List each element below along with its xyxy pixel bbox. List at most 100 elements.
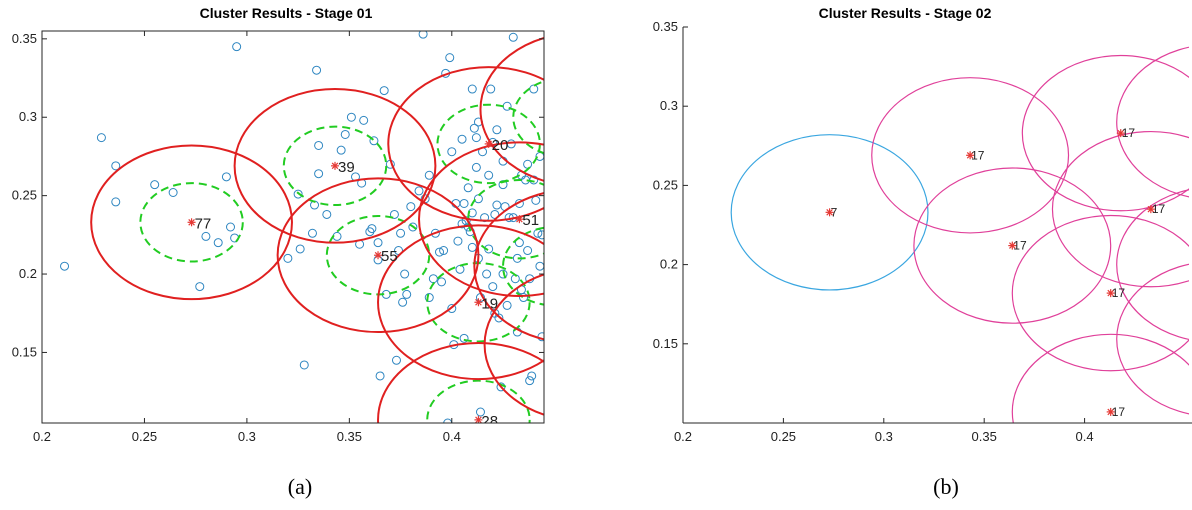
y-tick-label: 0.25	[653, 177, 678, 192]
data-point	[467, 84, 477, 94]
data-point	[307, 228, 317, 238]
data-point	[424, 170, 434, 180]
cluster-center-label: 51	[522, 212, 539, 229]
cluster-center-marker	[331, 161, 340, 170]
data-point	[396, 228, 406, 238]
data-point	[494, 313, 504, 323]
outer-cluster-circle	[479, 36, 544, 182]
y-tick-label: 0.3	[19, 109, 37, 124]
outer-cluster-circle	[387, 66, 544, 222]
cluster-circle-blue	[730, 134, 929, 291]
panel-b-plot-area: 7 17 17 17 17 17 17	[730, 46, 1189, 423]
data-point	[312, 65, 322, 75]
data-point	[488, 282, 498, 292]
panel-a-axes-box	[41, 30, 545, 424]
x-tick-label: 0.35	[972, 429, 997, 444]
inner-cluster-circle	[282, 125, 388, 207]
data-point	[484, 170, 494, 180]
inner-cluster-circle	[467, 178, 544, 260]
data-point	[391, 355, 401, 365]
x-tick-label: 0.4	[1076, 429, 1094, 444]
data-point	[232, 42, 242, 52]
data-point	[283, 253, 293, 263]
y-tick-label: 0.35	[653, 19, 678, 34]
cluster-center-label: 17	[1152, 202, 1166, 216]
data-point	[340, 129, 350, 139]
cluster-center-marker	[1106, 407, 1115, 416]
cluster-center-marker	[515, 215, 524, 224]
data-point	[150, 180, 160, 190]
data-point	[379, 86, 389, 96]
data-point	[424, 293, 434, 303]
x-tick-label: 0.4	[443, 429, 461, 444]
data-point	[314, 169, 324, 179]
cluster-circle-magenta	[1116, 263, 1189, 415]
data-point	[346, 112, 356, 122]
data-point	[463, 183, 473, 193]
cluster-center-label: 7	[831, 205, 838, 219]
cluster-center-label: 28	[481, 413, 498, 430]
data-point	[168, 188, 178, 198]
y-tick-label: 0.15	[653, 336, 678, 351]
data-point	[439, 246, 449, 256]
outer-cluster-circle	[377, 224, 544, 381]
x-tick-label: 0.3	[238, 429, 256, 444]
cluster-center-label: 77	[195, 215, 212, 232]
data-point	[492, 125, 502, 135]
data-point	[359, 115, 369, 125]
cluster-circle-magenta	[1011, 333, 1189, 423]
panel-a-title: Cluster Results - Stage 01	[200, 5, 373, 21]
outer-cluster-circle	[418, 141, 544, 297]
x-tick-label: 0.25	[132, 429, 157, 444]
cluster-center-label: 39	[338, 159, 355, 176]
data-point	[445, 53, 455, 63]
data-point	[459, 198, 469, 208]
data-point	[498, 269, 508, 279]
panel-a-plot-area: 77 39 55 19 20 51 28	[60, 31, 544, 430]
panel-b-title: Cluster Results - Stage 02	[819, 5, 992, 21]
cluster-center-label: 55	[381, 248, 398, 265]
cluster-center-marker	[474, 298, 483, 307]
data-point	[221, 172, 231, 182]
outer-cluster-circle	[276, 177, 480, 334]
data-point	[502, 300, 512, 310]
panel-b: Cluster Results - Stage 02 7 17 17 17 17 17 17…	[653, 5, 1192, 499]
data-point	[523, 246, 533, 256]
x-tick-label: 0.2	[674, 429, 692, 444]
data-point	[453, 236, 463, 246]
cluster-center-marker	[1106, 289, 1115, 298]
y-tick-label: 0.35	[12, 31, 37, 46]
data-point	[402, 289, 412, 299]
panel-a-outer-circles	[90, 36, 544, 423]
cluster-center-marker	[825, 208, 834, 217]
data-point	[314, 140, 324, 150]
panel-a-caption: (a)	[288, 474, 312, 499]
panel-b-circles	[730, 46, 1189, 423]
y-tick-label: 0.25	[12, 188, 37, 203]
data-point	[471, 162, 481, 172]
data-point	[400, 269, 410, 279]
data-point	[96, 133, 106, 143]
cluster-circle-magenta	[913, 167, 1112, 324]
cluster-center-marker	[1146, 205, 1155, 214]
cluster-center-label: 17	[1122, 126, 1136, 140]
data-point	[537, 230, 544, 240]
data-point	[486, 84, 496, 94]
data-point	[475, 407, 485, 417]
data-point	[398, 297, 408, 307]
cluster-center-marker	[374, 251, 383, 260]
panel-b-axes	[682, 27, 1192, 424]
data-point	[367, 224, 377, 234]
cluster-center-label: 19	[481, 295, 498, 312]
cluster-circle-magenta	[1116, 189, 1189, 341]
data-point	[408, 222, 418, 232]
data-point	[111, 197, 121, 207]
data-point	[467, 242, 477, 252]
panel-b-caption: (b)	[933, 474, 959, 499]
inner-cluster-circle	[139, 182, 244, 263]
cluster-center-marker	[187, 218, 196, 227]
x-tick-label: 0.2	[33, 429, 51, 444]
data-point	[195, 282, 205, 292]
cluster-circle-magenta	[1011, 214, 1189, 372]
data-point	[293, 189, 303, 199]
